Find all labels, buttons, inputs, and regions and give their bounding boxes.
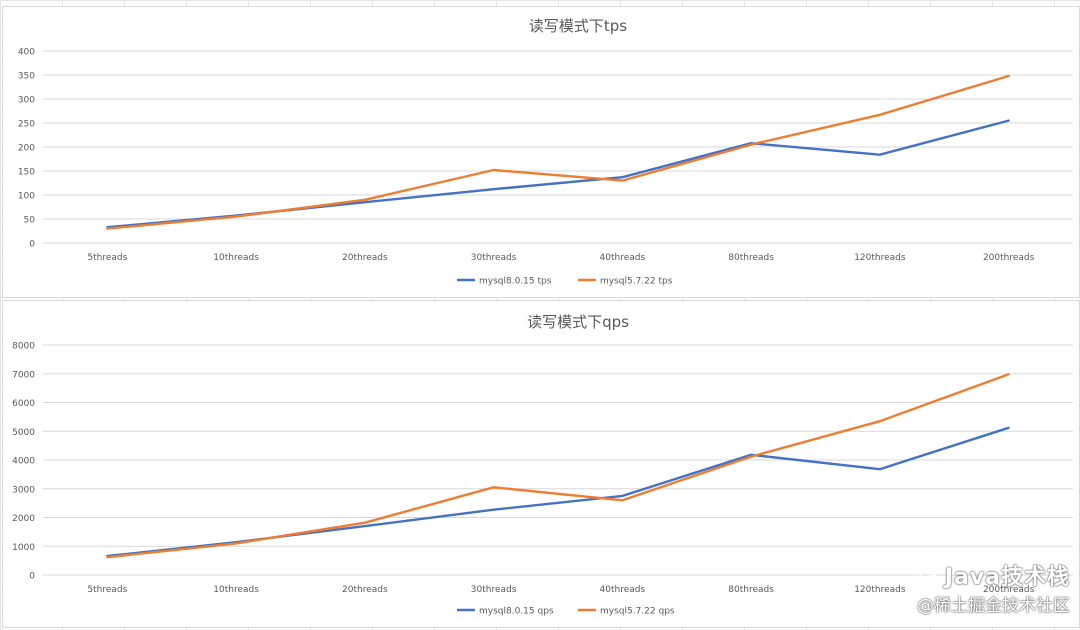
chart-1-y-tick-label-8: 400	[18, 48, 35, 58]
chart-1-series-line-0	[106, 119, 1010, 229]
chart-2-legend-label-0: mysql8.0.15 qps	[479, 607, 554, 617]
chart-1-y-tick-label-3: 150	[18, 168, 35, 178]
chart-1-x-tick-label-1: 10threads	[213, 253, 259, 263]
chart-2-y-tick-label-5: 5000	[12, 428, 35, 438]
chart-1-x-tick-label-3: 30threads	[471, 253, 517, 263]
chart-2-y-tick-label-6: 6000	[12, 399, 35, 409]
chart-1-x-tick-label-4: 40threads	[600, 253, 646, 263]
chart-2-title: 读写模式下qps	[527, 313, 629, 331]
chart-1-x-tick-label-6: 120threads	[854, 253, 906, 263]
chart-1-y-tick-label-4: 200	[18, 144, 35, 154]
chart-2-x-tick-label-6: 120threads	[854, 585, 906, 595]
chart-2-y-tick-label-4: 4000	[12, 457, 35, 467]
chart-1-y-tick-label-0: 0	[29, 240, 35, 250]
chart-2-y-tick-label-0: 0	[29, 572, 35, 582]
chart-2-x-tick-label-1: 10threads	[213, 585, 259, 595]
chart-1-x-tick-label-2: 20threads	[342, 253, 388, 263]
chart-1-y-tick-label-6: 300	[18, 96, 35, 106]
qps-chart-canvas: 读写模式下qps 0 1000 2000 3000 4000 5000 6000 7000 800…	[12, 313, 1073, 617]
chart-1-series-line-1	[106, 74, 1010, 230]
chart-2-x-tick-label-5: 80threads	[728, 585, 774, 595]
tps-chart-canvas: 读写模式下tps 0 50 100 150 200 250 300 350 400 5threads…	[18, 17, 1073, 287]
chart-1-y-tick-label-2: 100	[18, 192, 35, 202]
chart-2-x-tick-label-4: 40threads	[600, 585, 646, 595]
chart-2-x-tick-label-7: 200threads	[983, 585, 1035, 595]
chart-1-y-tick-label-5: 250	[18, 120, 35, 130]
chart-1-x-tick-label-5: 80threads	[728, 253, 774, 263]
chart-1-y-tick-label-1: 50	[24, 216, 36, 226]
chart-1-x-tick-label-0: 5threads	[87, 253, 127, 263]
chart-2-x-tick-label-0: 5threads	[87, 585, 127, 595]
chart-2-y-tick-label-3: 3000	[12, 485, 35, 495]
chart-1-legend-label-1: mysql5.7.22 tps	[600, 277, 673, 287]
chart-2-x-tick-label-2: 20threads	[342, 585, 388, 595]
chart-2-legend-label-1: mysql5.7.22 qps	[600, 607, 675, 617]
chart-2-x-tick-label-3: 30threads	[471, 585, 517, 595]
chart-2-series-line-1	[106, 373, 1010, 559]
chart-1-title: 读写模式下tps	[529, 17, 627, 35]
chart-2-series-line-0	[106, 426, 1010, 558]
chart-1-x-tick-label-7: 200threads	[983, 253, 1035, 263]
chart-1-legend-label-0: mysql8.0.15 tps	[479, 277, 552, 287]
chart-1-y-tick-label-7: 350	[18, 72, 35, 82]
chart-2-y-tick-label-2: 2000	[12, 514, 35, 524]
qps-chart: 读写模式下qps 0 1000 2000 3000 4000 5000 6000 7000 800…	[2, 300, 1080, 628]
chart-2-y-tick-label-1: 1000	[12, 543, 35, 553]
tps-chart: 读写模式下tps 0 50 100 150 200 250 300 350 400 5threads…	[2, 6, 1080, 298]
chart-2-y-tick-label-8: 8000	[12, 342, 35, 352]
chart-2-y-tick-label-7: 7000	[12, 370, 35, 380]
